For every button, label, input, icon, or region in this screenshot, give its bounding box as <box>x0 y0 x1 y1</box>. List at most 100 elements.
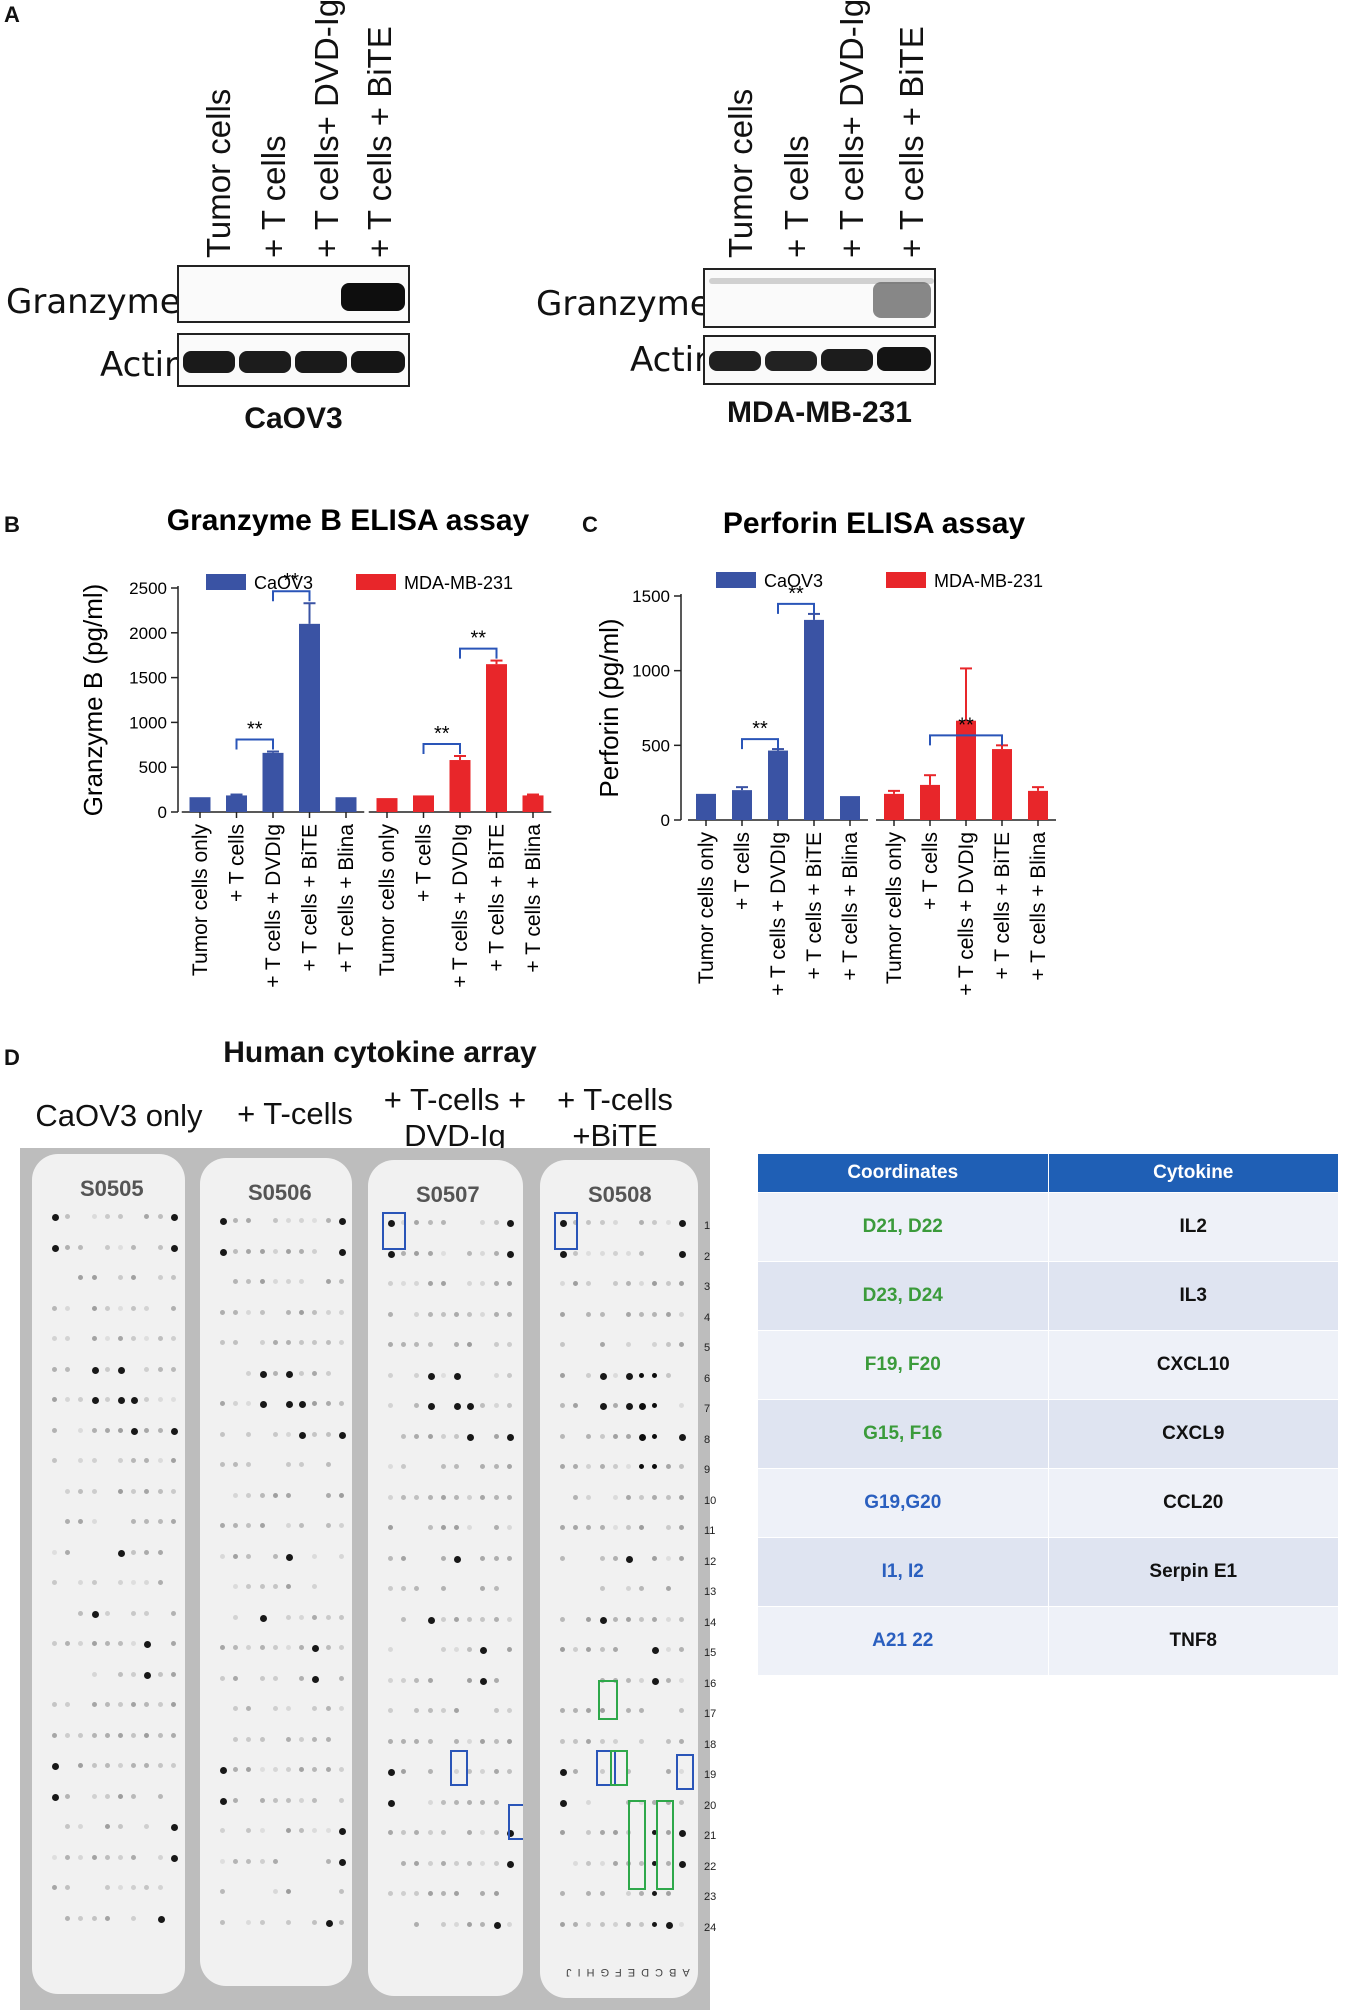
array-spot <box>65 1244 71 1250</box>
array-spot <box>678 1708 684 1713</box>
array-spot <box>480 1403 486 1408</box>
array-spot <box>259 1370 267 1378</box>
array-spot <box>78 1397 84 1402</box>
array-spot <box>388 1525 393 1530</box>
significance-label: ** <box>752 718 768 740</box>
array-spot <box>480 1586 486 1591</box>
array-spot <box>338 1706 344 1711</box>
array-spot <box>104 1214 110 1219</box>
y-tick-label: 2000 <box>129 624 167 643</box>
array-spot <box>118 1641 123 1646</box>
array-spot <box>286 1736 291 1742</box>
array-spot <box>493 1342 499 1347</box>
array-spot <box>157 1244 163 1250</box>
array-spot <box>170 1824 178 1831</box>
array-spot <box>440 1250 446 1256</box>
array-spot <box>480 1799 486 1805</box>
array-spot <box>652 1647 660 1654</box>
array-spot <box>414 1220 420 1225</box>
significance-bracket <box>741 738 779 750</box>
array-spot <box>440 1372 446 1378</box>
array-spot <box>560 1830 565 1835</box>
array-spot <box>560 1799 567 1807</box>
array-spot <box>665 1281 671 1286</box>
array-spot <box>338 1492 344 1498</box>
array-spot <box>440 1708 446 1713</box>
array-spot <box>440 1220 446 1225</box>
array-spot <box>118 1580 123 1585</box>
array-spot <box>144 1427 150 1433</box>
array-spot <box>144 1519 150 1524</box>
array-spot <box>652 1891 658 1896</box>
array-spot <box>144 1458 150 1463</box>
array-spot <box>78 1763 84 1768</box>
array-spot <box>272 1584 278 1589</box>
array-spot <box>454 1769 459 1774</box>
legend-label: MDA-MB-231 <box>404 573 513 593</box>
legend-label: CaOV3 <box>254 573 313 593</box>
array-spot <box>586 1464 592 1469</box>
coord-cell: A21 22 <box>757 1606 1049 1676</box>
array-spot <box>246 1279 252 1284</box>
array-spot <box>440 1586 446 1591</box>
cell-line-label: MDA-MB-231 <box>726 396 912 429</box>
array-spot <box>52 1397 57 1402</box>
array-spot <box>480 1311 486 1317</box>
array-spot <box>118 1885 123 1890</box>
array-spot <box>599 1555 605 1561</box>
array-spot <box>246 1492 252 1498</box>
significance-bracket <box>272 590 311 602</box>
array-spot <box>599 1525 605 1530</box>
array-spot <box>678 1250 686 1258</box>
array-spot <box>440 1921 446 1927</box>
panel-label-d: D <box>4 1045 20 1070</box>
array-spot <box>246 1706 252 1711</box>
array-spot <box>131 1793 137 1799</box>
array-spot <box>338 1919 344 1925</box>
array-spot <box>233 1401 239 1406</box>
array-spot <box>493 1738 499 1744</box>
highlight-box <box>598 1680 618 1720</box>
array-spot <box>220 1767 227 1774</box>
array-spot <box>65 1702 71 1707</box>
array-spot <box>560 1220 567 1227</box>
row-number: 15 <box>704 1647 717 1659</box>
array-spot <box>414 1403 420 1408</box>
y-axis-label: Granzyme B (pg/ml) <box>80 584 108 817</box>
array-spot <box>493 1830 499 1835</box>
array-spot <box>78 1427 84 1433</box>
array-spot <box>246 1370 252 1376</box>
array-spot <box>612 1555 618 1561</box>
highlight-box <box>554 1212 578 1250</box>
array-spot <box>427 1860 433 1866</box>
array-spot <box>560 1616 565 1622</box>
array-spot <box>493 1494 499 1500</box>
array-spot <box>652 1921 658 1927</box>
array-spot <box>91 1336 97 1341</box>
array-spot <box>233 1218 239 1223</box>
array-spot <box>65 1336 71 1341</box>
array-spot <box>144 1488 150 1494</box>
array-spot <box>480 1921 486 1927</box>
array-spot <box>118 1854 123 1860</box>
row-number: 23 <box>704 1891 717 1903</box>
array-spot <box>665 1342 671 1347</box>
actin-blot-caov3 <box>177 333 410 387</box>
array-spot <box>91 1305 97 1311</box>
array-spot <box>144 1549 150 1555</box>
array-spot <box>639 1464 645 1469</box>
blot-row-label: Actin <box>100 345 186 385</box>
bar <box>262 752 284 812</box>
array-spot <box>506 1738 512 1744</box>
row-number: 2 <box>704 1250 711 1263</box>
array-spot <box>480 1891 486 1896</box>
array-spot <box>678 1311 684 1317</box>
array-spot <box>427 1799 433 1805</box>
array-spot <box>272 1675 278 1681</box>
array-spot <box>639 1311 645 1317</box>
array-spot <box>493 1616 499 1622</box>
array-spot <box>678 1799 684 1805</box>
array-spot <box>78 1915 84 1921</box>
array-spot <box>665 1525 671 1530</box>
array-spot <box>401 1677 407 1683</box>
